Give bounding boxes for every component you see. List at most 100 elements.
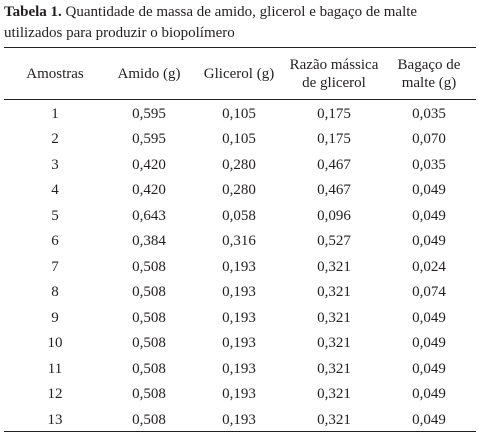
table-cell: 3	[51, 156, 59, 173]
table-cell: 0,049	[412, 309, 446, 326]
table-cell: 0,321	[317, 335, 351, 352]
table-cell: 10	[47, 335, 63, 352]
table-body: 1 0,595 0,105 0,175 0,035 2 0,595 0,105 0,175 0,0…	[4, 99, 476, 433]
table-cell: 0,049	[412, 386, 446, 403]
table-cell: 0,058	[222, 207, 256, 224]
table-cell: 0,508	[132, 309, 166, 326]
table-cell: 0,193	[222, 258, 256, 275]
table-cell: 0,105	[222, 105, 256, 122]
table-cell: 0,595	[132, 131, 166, 148]
table-cell: 12	[47, 386, 63, 403]
table-row: 3 0,420 0,280 0,467 0,035	[4, 152, 476, 178]
table-cell: 0,049	[412, 182, 446, 199]
table-top-rule	[4, 47, 476, 48]
table-cell: 0,643	[132, 207, 166, 224]
table-header: Amostras Amido (g) Glicerol (g) Razão mássi…	[4, 48, 476, 99]
header-amostras: Amostras	[4, 48, 106, 99]
table-cell: 0,024	[412, 258, 446, 275]
table-cell: 1	[51, 105, 59, 122]
table-cell: 0,193	[222, 284, 256, 301]
table-cell: 0,096	[317, 207, 351, 224]
table-cell: 5	[51, 207, 59, 224]
table-cell: 0,508	[132, 284, 166, 301]
table-cell: 0,467	[317, 156, 351, 173]
table-caption-text: Quantidade de massa de amido, glicerol e…	[4, 4, 418, 41]
table-row: 2 0,595 0,105 0,175 0,070	[4, 127, 476, 153]
table-row: 7 0,508 0,193 0,321 0,024	[4, 254, 476, 280]
table-cell: 0,193	[222, 360, 256, 377]
table-cell: 0,049	[412, 207, 446, 224]
table-caption-label: Tabela 1.	[4, 4, 62, 20]
table-bottom-rule	[4, 431, 476, 432]
table-cell: 11	[47, 360, 63, 377]
table-cell: 0,508	[132, 335, 166, 352]
table-cell: 0,467	[317, 182, 351, 199]
table-cell: 9	[51, 309, 59, 326]
table-header-rule	[4, 99, 476, 100]
header-glicerol: Glicerol (g)	[192, 48, 286, 99]
table-cell: 0,508	[132, 360, 166, 377]
column-header-line: de glicerol	[302, 74, 366, 91]
table-cell: 0,321	[317, 411, 351, 428]
table-cell: 0,321	[317, 386, 351, 403]
table-cell: 0,049	[412, 360, 446, 377]
table-cell: 0,049	[412, 233, 446, 250]
table-caption: Tabela 1. Quantidade de massa de amido, …	[4, 2, 476, 44]
table-cell: 0,321	[317, 284, 351, 301]
header-bagaco-malte: Bagaço de malte (g)	[382, 48, 476, 99]
table-cell: 0,070	[412, 131, 446, 148]
table-cell: 0,035	[412, 105, 446, 122]
table-cell: 0,508	[132, 386, 166, 403]
table-cell: 0,193	[222, 386, 256, 403]
table-row: 5 0,643 0,058 0,096 0,049	[4, 203, 476, 229]
table-cell: 0,193	[222, 309, 256, 326]
table-cell: 0,527	[317, 233, 351, 250]
table-cell: 2	[51, 131, 59, 148]
table-cell: 0,321	[317, 258, 351, 275]
table-cell: 0,280	[222, 182, 256, 199]
table-cell: 4	[51, 182, 59, 199]
table-row: 10 0,508 0,193 0,321 0,049	[4, 331, 476, 357]
table-cell: 0,420	[132, 182, 166, 199]
header-razao-massica: Razão mássica de glicerol	[286, 48, 382, 99]
table-cell: 0,508	[132, 258, 166, 275]
table-row: 4 0,420 0,280 0,467 0,049	[4, 178, 476, 204]
table-cell: 6	[51, 233, 59, 250]
table-row: 12 0,508 0,193 0,321 0,049	[4, 382, 476, 408]
column-header-line: Razão mássica	[289, 56, 379, 73]
table-cell: 7	[51, 258, 59, 275]
column-header-line: Amido (g)	[117, 65, 181, 82]
table-cell: 0,280	[222, 156, 256, 173]
table-row: 11 0,508 0,193 0,321 0,049	[4, 356, 476, 382]
table-row: 6 0,384 0,316 0,527 0,049	[4, 229, 476, 255]
table-cell: 0,321	[317, 360, 351, 377]
table-cell: 0,420	[132, 156, 166, 173]
table-cell: 0,321	[317, 309, 351, 326]
table-header-row: Amostras Amido (g) Glicerol (g) Razão mássi…	[4, 48, 476, 99]
table-cell: 8	[51, 284, 59, 301]
table-cell: 0,384	[132, 233, 166, 250]
table-cell: 0,074	[412, 284, 446, 301]
table-cell: 0,193	[222, 411, 256, 428]
table-cell: 0,316	[222, 233, 256, 250]
table-cell: 0,049	[412, 335, 446, 352]
table-cell: 0,105	[222, 131, 256, 148]
column-header-line: Glicerol (g)	[203, 65, 275, 82]
column-header-line: Amostras	[26, 65, 84, 82]
column-header-line: malte (g)	[401, 74, 457, 91]
table-cell: 0,035	[412, 156, 446, 173]
table-cell: 0,508	[132, 411, 166, 428]
data-table: Amostras Amido (g) Glicerol (g) Razão mássi…	[4, 48, 476, 433]
table-cell: 0,175	[317, 105, 351, 122]
column-header-line: Bagaço de	[397, 56, 461, 73]
table-cell: 0,049	[412, 411, 446, 428]
table-cell: 0,175	[317, 131, 351, 148]
table-row: 8 0,508 0,193 0,321 0,074	[4, 280, 476, 306]
table-row: 13 0,508 0,193 0,321 0,049	[4, 407, 476, 433]
header-amido: Amido (g)	[106, 48, 192, 99]
table-cell: 0,595	[132, 105, 166, 122]
table-cell: 0,193	[222, 335, 256, 352]
table-cell: 13	[47, 411, 63, 428]
table-row: 9 0,508 0,193 0,321 0,049	[4, 305, 476, 331]
